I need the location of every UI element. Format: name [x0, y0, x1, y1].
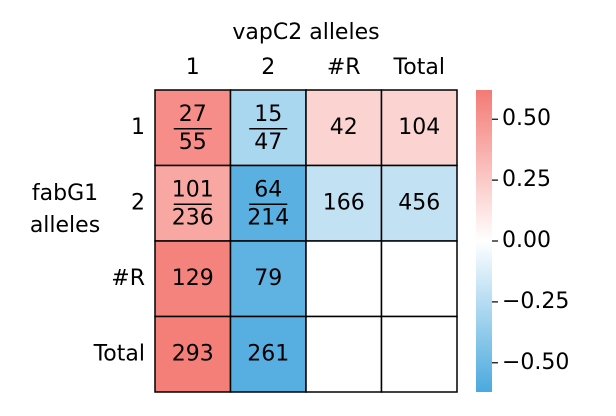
cell-denominator: 214 [247, 205, 289, 230]
cell-label: 42 [330, 115, 358, 140]
cell [229, 315, 307, 393]
cell-numerator: 15 [254, 102, 282, 127]
y-axis-label: alleles [30, 213, 100, 238]
y-tick-label: 1 [131, 115, 145, 140]
cell-label: 79 [254, 266, 282, 291]
cell-denominator: 55 [179, 130, 207, 155]
cell-numerator: 101 [172, 177, 214, 202]
colorbar-tick-label: −0.25 [502, 289, 569, 314]
cell-numerator: 27 [179, 102, 207, 127]
colorbar-tick-label: 0.25 [502, 167, 551, 192]
cell-label: 293 [172, 341, 214, 366]
colorbar-tick-label: 0.50 [502, 106, 551, 131]
x-tick-label: 2 [261, 55, 275, 80]
cell-denominator: 236 [172, 205, 214, 230]
cell [229, 89, 307, 167]
x-tick-label: 1 [186, 55, 200, 80]
chart-title: vapC2 alleles [232, 20, 379, 45]
cell [154, 315, 232, 393]
y-tick-label: 2 [131, 190, 145, 215]
cell [229, 240, 307, 318]
cell [380, 315, 458, 393]
cell-label: 456 [398, 190, 440, 215]
cell [154, 89, 232, 167]
colorbar-tick-label: 0.00 [502, 228, 551, 253]
cell [380, 89, 458, 167]
cell [380, 164, 458, 242]
cell [154, 240, 232, 318]
colorbar-tick-label: −0.50 [502, 350, 569, 375]
y-axis-label: fabG1 [32, 181, 98, 206]
colorbar [476, 90, 492, 392]
cell-label: 129 [172, 266, 214, 291]
x-tick-label: #R [327, 55, 361, 80]
cell-label: 104 [398, 115, 440, 140]
cell-denominator: 47 [254, 130, 282, 155]
x-tick-label: Total [393, 55, 445, 80]
y-tick-label: #R [111, 266, 145, 291]
y-tick-label: Total [93, 341, 145, 366]
cell [305, 240, 383, 318]
cell-numerator: 64 [254, 177, 282, 202]
cell [305, 89, 383, 167]
cell-label: 261 [247, 341, 289, 366]
cell [380, 240, 458, 318]
cell-label: 166 [323, 190, 365, 215]
cell [305, 315, 383, 393]
